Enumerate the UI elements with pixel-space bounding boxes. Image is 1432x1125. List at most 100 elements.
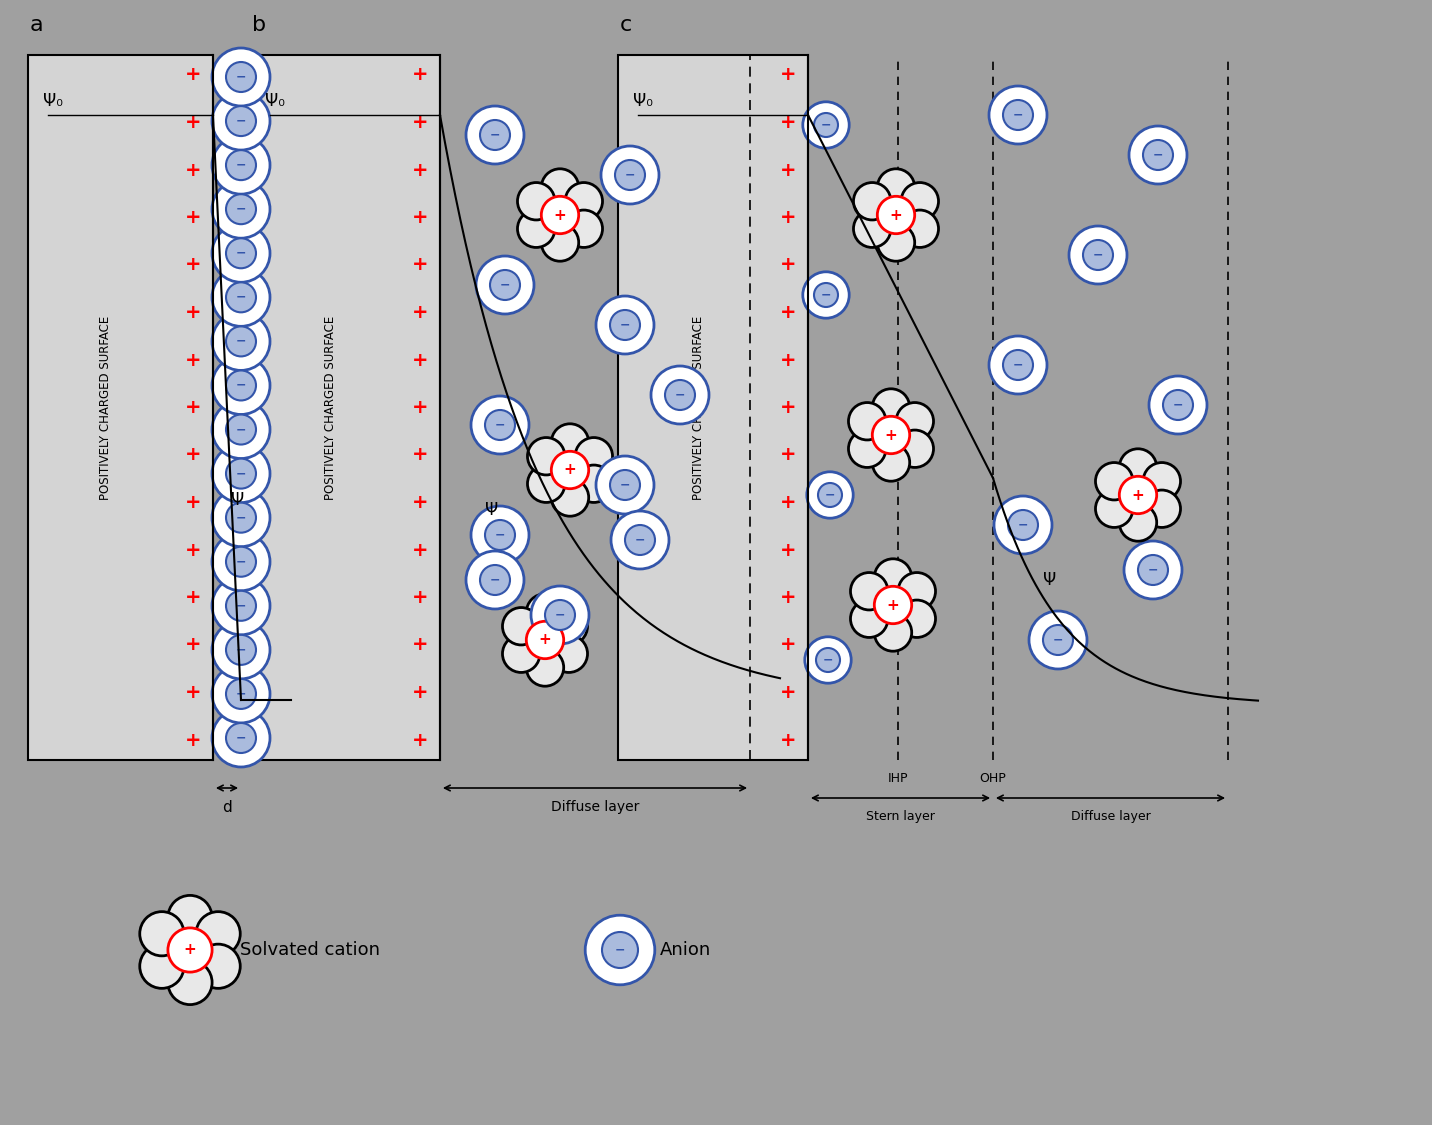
Circle shape (541, 169, 579, 206)
Circle shape (875, 559, 912, 596)
Circle shape (806, 471, 853, 519)
Text: −: − (1053, 633, 1063, 647)
Text: +: + (780, 636, 796, 655)
Circle shape (614, 160, 644, 190)
Text: +: + (538, 632, 551, 648)
Circle shape (1002, 350, 1032, 380)
Text: +: + (780, 398, 796, 417)
Text: −: − (490, 128, 500, 142)
Circle shape (490, 270, 520, 300)
Text: d: d (222, 800, 232, 814)
Circle shape (196, 911, 241, 956)
Circle shape (1083, 240, 1113, 270)
Circle shape (527, 465, 564, 503)
Circle shape (586, 916, 654, 984)
Circle shape (168, 928, 212, 972)
Circle shape (596, 296, 654, 354)
Circle shape (1095, 462, 1133, 500)
Text: +: + (780, 683, 796, 702)
Circle shape (226, 414, 256, 444)
Text: Diffuse layer: Diffuse layer (1071, 810, 1150, 824)
Text: +: + (780, 112, 796, 132)
Text: +: + (412, 255, 428, 274)
Circle shape (818, 483, 842, 507)
Circle shape (990, 86, 1047, 144)
Circle shape (140, 911, 183, 956)
Circle shape (878, 196, 915, 234)
Circle shape (551, 451, 589, 488)
Text: +: + (412, 161, 428, 180)
Circle shape (1008, 510, 1038, 540)
Text: Anion: Anion (660, 940, 712, 958)
Circle shape (226, 634, 256, 665)
Circle shape (875, 586, 912, 623)
Circle shape (878, 224, 915, 261)
Text: +: + (185, 161, 202, 180)
Text: +: + (780, 446, 796, 465)
Circle shape (527, 621, 564, 659)
Circle shape (610, 470, 640, 500)
Circle shape (1095, 490, 1133, 528)
Circle shape (226, 591, 256, 621)
Text: −: − (614, 944, 626, 956)
Circle shape (803, 101, 849, 148)
Circle shape (601, 146, 659, 204)
Text: +: + (412, 540, 428, 559)
Circle shape (226, 238, 256, 268)
Circle shape (226, 62, 256, 92)
Text: −: − (823, 654, 833, 666)
Circle shape (212, 48, 271, 106)
Circle shape (471, 396, 528, 455)
Circle shape (551, 479, 589, 516)
Text: −: − (236, 159, 246, 172)
Text: +: + (412, 730, 428, 749)
Circle shape (1143, 490, 1180, 528)
Circle shape (1163, 390, 1193, 420)
Bar (251, 55, 440, 760)
Text: −: − (236, 246, 246, 260)
Circle shape (212, 621, 271, 678)
Text: +: + (780, 161, 796, 180)
Text: +: + (185, 493, 202, 512)
Circle shape (813, 112, 838, 137)
Circle shape (226, 370, 256, 400)
Text: −: − (674, 388, 686, 402)
Text: +: + (886, 597, 899, 612)
Circle shape (896, 430, 934, 468)
Circle shape (994, 496, 1053, 554)
Text: +: + (185, 636, 202, 655)
Circle shape (898, 573, 935, 610)
Text: +: + (412, 112, 428, 132)
Text: −: − (1012, 359, 1024, 371)
Text: −: − (634, 533, 646, 547)
Circle shape (226, 282, 256, 313)
Text: −: − (236, 556, 246, 568)
Text: +: + (185, 540, 202, 559)
Text: +: + (183, 943, 196, 957)
Circle shape (816, 648, 841, 672)
Text: +: + (185, 303, 202, 322)
Text: +: + (889, 207, 902, 223)
Text: POSITIVELY CHARGED SURFACE: POSITIVELY CHARGED SURFACE (692, 315, 705, 500)
Circle shape (168, 896, 212, 939)
Circle shape (596, 456, 654, 514)
Circle shape (851, 600, 888, 638)
Circle shape (872, 443, 909, 482)
Text: −: − (1153, 148, 1163, 162)
Text: +: + (564, 462, 576, 477)
Text: +: + (185, 730, 202, 749)
Circle shape (212, 533, 271, 591)
Text: −: − (236, 600, 246, 612)
Circle shape (1120, 504, 1157, 541)
Text: −: − (236, 644, 246, 656)
Circle shape (212, 488, 271, 547)
Circle shape (531, 586, 589, 643)
Circle shape (212, 665, 271, 723)
Text: +: + (780, 493, 796, 512)
Circle shape (226, 326, 256, 357)
Text: +: + (412, 636, 428, 655)
Circle shape (541, 196, 579, 234)
Circle shape (546, 600, 576, 630)
Circle shape (212, 709, 271, 767)
Circle shape (1030, 611, 1087, 669)
